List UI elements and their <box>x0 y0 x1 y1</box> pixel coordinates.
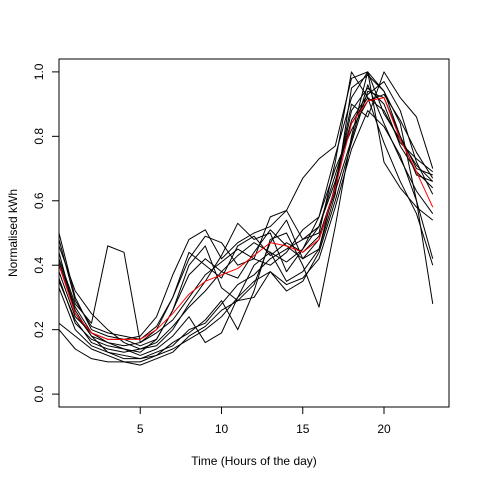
series-line-8 <box>58 71 434 360</box>
x-tick-label: 15 <box>296 422 310 436</box>
series-line-10 <box>58 90 433 366</box>
y-tick-label: 0.6 <box>32 192 46 209</box>
y-tick-label: 0.8 <box>32 128 46 145</box>
y-tick-label: 0.4 <box>32 257 46 274</box>
series-line-12 <box>58 93 434 347</box>
y-tick-label: 0.0 <box>32 385 46 402</box>
x-axis-label: Time (Hours of the day) <box>191 454 317 468</box>
series-layer <box>58 71 434 366</box>
series-line-14 <box>58 97 434 340</box>
x-tick-label: 20 <box>377 422 391 436</box>
x-tick-label: 5 <box>137 422 144 436</box>
y-axis-label: Normalised kWh <box>6 189 20 277</box>
series-line-5 <box>58 71 434 350</box>
y-axis: 0.0 0.2 0.4 0.6 0.8 1.0 <box>32 63 60 402</box>
y-tick-label: 1.0 <box>32 63 46 80</box>
x-axis: 5 10 15 20 <box>137 406 391 436</box>
series-line-7 <box>58 97 434 360</box>
series-line-6 <box>58 71 434 356</box>
series-line-9 <box>58 110 434 363</box>
series-line-13 <box>58 84 434 353</box>
y-tick-label: 0.2 <box>32 321 46 338</box>
series-line-3 <box>58 71 434 344</box>
x-tick-label: 10 <box>215 422 229 436</box>
series-line-11 <box>58 87 434 340</box>
